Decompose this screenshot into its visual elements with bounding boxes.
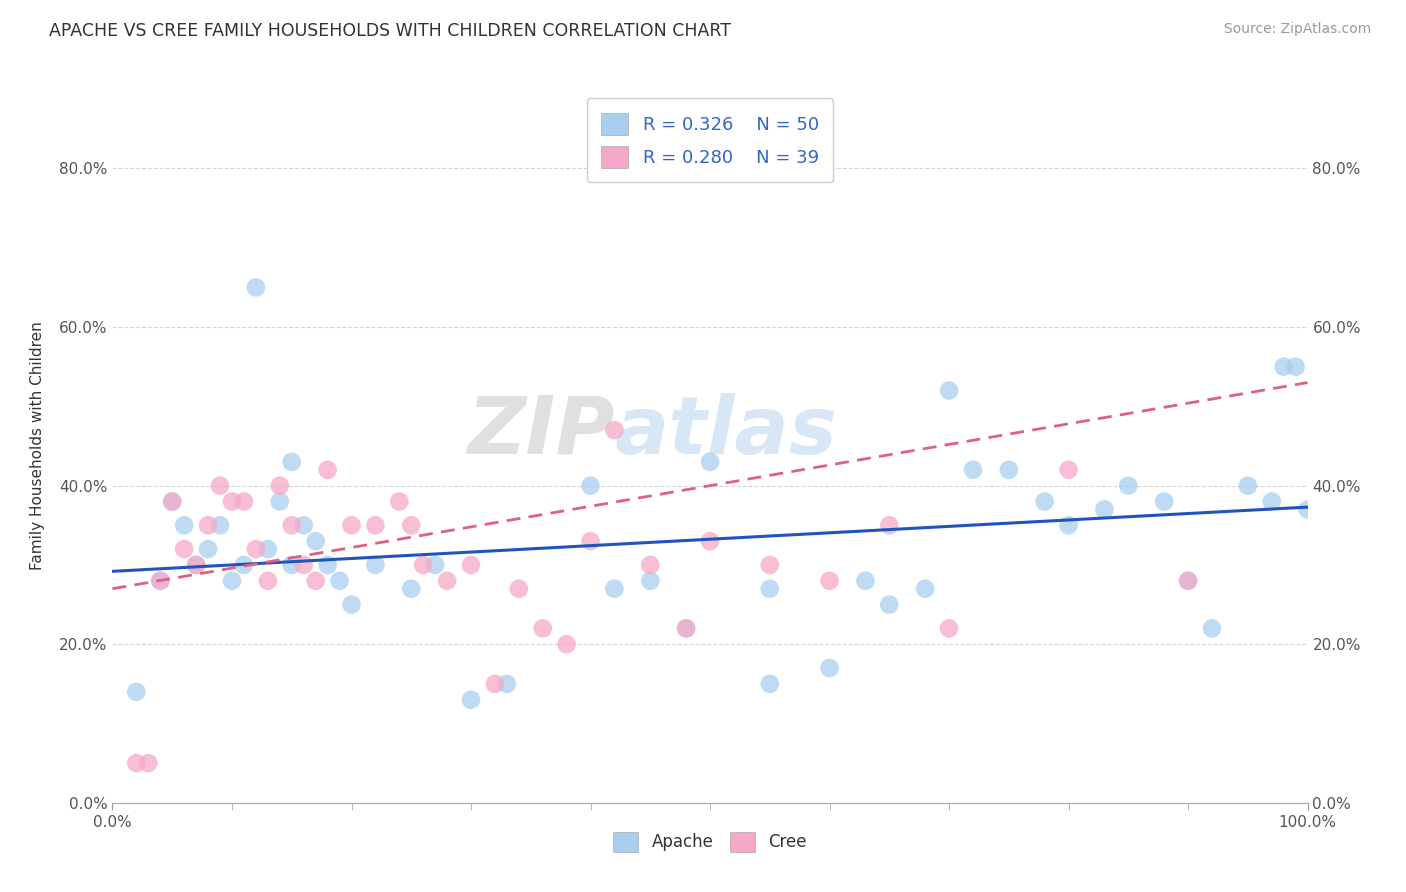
Point — [818, 661, 841, 675]
Point — [555, 637, 578, 651]
Point — [364, 558, 387, 572]
Text: Source: ZipAtlas.com: Source: ZipAtlas.com — [1223, 22, 1371, 37]
Point — [675, 621, 697, 635]
Legend: Apache, Cree: Apache, Cree — [606, 825, 814, 859]
Point — [125, 685, 148, 699]
Point — [221, 494, 243, 508]
Point — [316, 463, 339, 477]
Point — [1177, 574, 1199, 588]
Text: APACHE VS CREE FAMILY HOUSEHOLDS WITH CHILDREN CORRELATION CHART: APACHE VS CREE FAMILY HOUSEHOLDS WITH CH… — [49, 22, 731, 40]
Point — [938, 621, 960, 635]
Point — [460, 692, 482, 706]
Point — [209, 518, 232, 533]
Point — [1094, 502, 1116, 516]
Point — [173, 518, 195, 533]
Point — [340, 518, 363, 533]
Point — [1177, 574, 1199, 588]
Point — [818, 574, 841, 588]
Point — [209, 478, 232, 492]
Point — [281, 455, 304, 469]
Point — [233, 558, 256, 572]
Point — [269, 494, 291, 508]
Point — [938, 384, 960, 398]
Point — [197, 518, 219, 533]
Point — [484, 677, 506, 691]
Point — [699, 534, 721, 549]
Point — [305, 574, 328, 588]
Point — [1033, 494, 1056, 508]
Point — [460, 558, 482, 572]
Point — [640, 574, 662, 588]
Point — [221, 574, 243, 588]
Point — [640, 558, 662, 572]
Point — [269, 478, 291, 492]
Point — [914, 582, 936, 596]
Point — [364, 518, 387, 533]
Point — [1261, 494, 1284, 508]
Point — [436, 574, 458, 588]
Point — [401, 518, 423, 533]
Point — [1296, 502, 1319, 516]
Point — [186, 558, 208, 572]
Point — [388, 494, 411, 508]
Point — [675, 621, 697, 635]
Point — [186, 558, 208, 572]
Point — [401, 582, 423, 596]
Point — [173, 542, 195, 557]
Point — [603, 423, 626, 437]
Point — [759, 582, 782, 596]
Point — [998, 463, 1021, 477]
Point — [149, 574, 172, 588]
Point — [531, 621, 554, 635]
Point — [603, 582, 626, 596]
Point — [149, 574, 172, 588]
Point — [245, 542, 267, 557]
Point — [759, 558, 782, 572]
Point — [162, 494, 183, 508]
Point — [879, 598, 901, 612]
Point — [1285, 359, 1308, 374]
Point — [1118, 478, 1140, 492]
Point — [162, 494, 183, 508]
Point — [759, 677, 782, 691]
Point — [257, 574, 280, 588]
Point — [699, 455, 721, 469]
Point — [579, 534, 602, 549]
Point — [1201, 621, 1223, 635]
Text: atlas: atlas — [614, 392, 837, 471]
Text: ZIP: ZIP — [467, 392, 614, 471]
Point — [316, 558, 339, 572]
Point — [292, 558, 315, 572]
Point — [412, 558, 434, 572]
Point — [281, 518, 304, 533]
Point — [496, 677, 519, 691]
Point — [340, 598, 363, 612]
Point — [579, 478, 602, 492]
Point — [257, 542, 280, 557]
Point — [233, 494, 256, 508]
Point — [1237, 478, 1260, 492]
Point — [855, 574, 877, 588]
Point — [281, 558, 304, 572]
Point — [425, 558, 447, 572]
Point — [305, 534, 328, 549]
Point — [138, 756, 160, 771]
Point — [125, 756, 148, 771]
Point — [1057, 463, 1080, 477]
Point — [962, 463, 984, 477]
Point — [245, 280, 267, 294]
Point — [879, 518, 901, 533]
Point — [292, 518, 315, 533]
Point — [508, 582, 530, 596]
Point — [1153, 494, 1175, 508]
Point — [1057, 518, 1080, 533]
Y-axis label: Family Households with Children: Family Households with Children — [31, 322, 45, 570]
Point — [197, 542, 219, 557]
Point — [1272, 359, 1295, 374]
Point — [329, 574, 352, 588]
